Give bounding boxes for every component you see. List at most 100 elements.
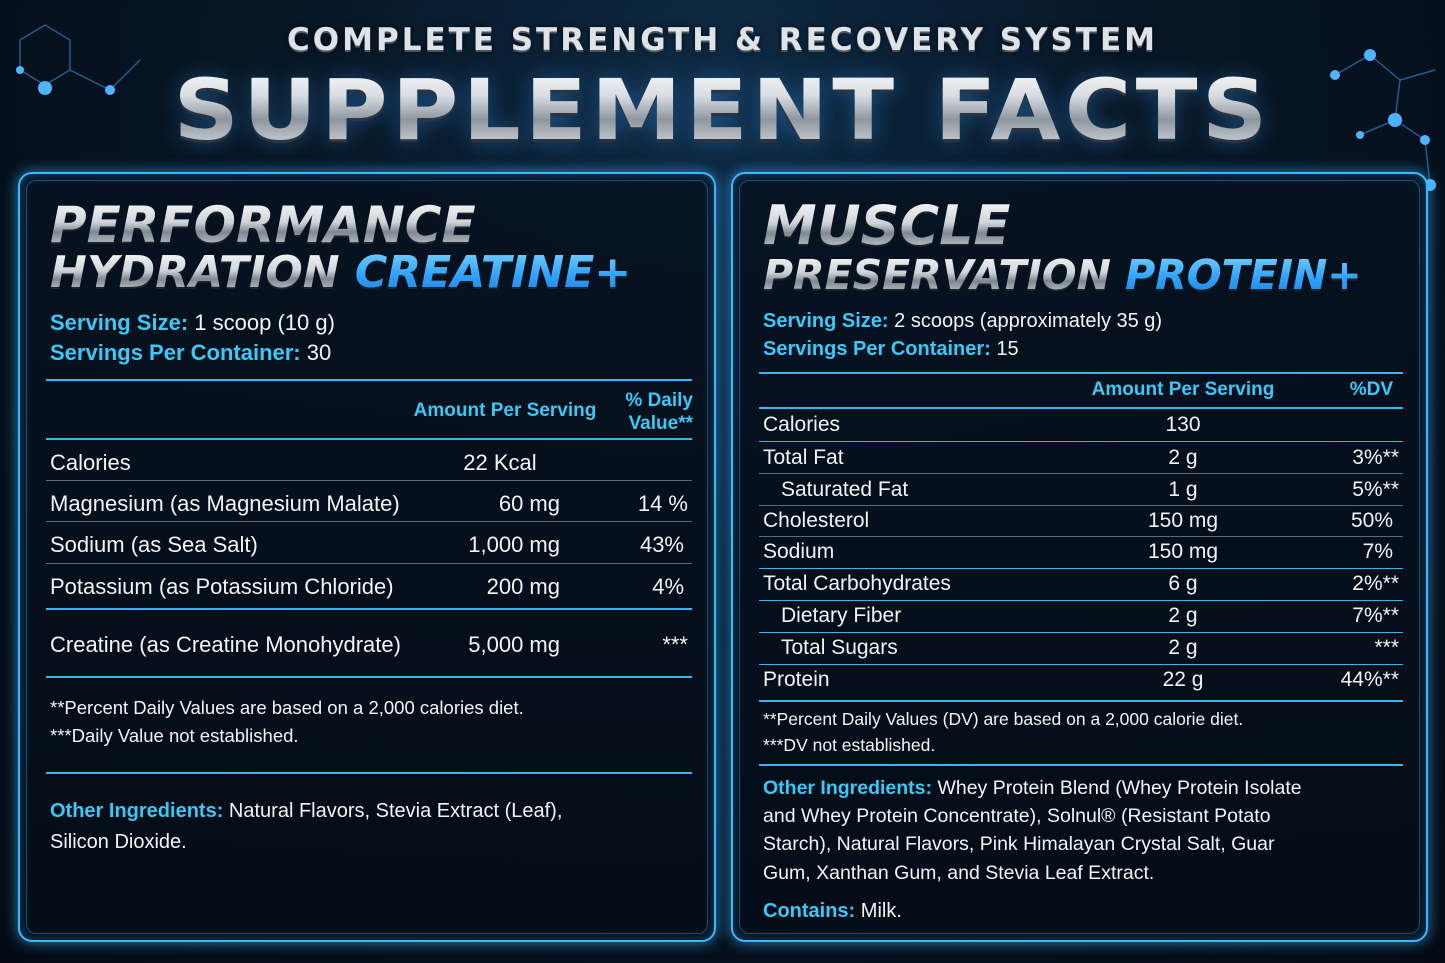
right-other-ingredients: Other Ingredients: Whey Protein Blend (W…: [763, 777, 1302, 800]
servings-value: 30: [306, 340, 332, 365]
left-servings-per-container: Servings Per Container: 30: [50, 340, 331, 366]
other-ingredients-text: Whey Protein Blend (Whey Protein Isolate: [937, 777, 1302, 799]
servings-label: Servings Per Container:: [50, 340, 301, 365]
left-row-name: Potassium (as Potassium Chloride): [50, 574, 394, 599]
left-row-amount: 60 mg: [498, 491, 560, 516]
servings-value: 15: [996, 338, 1019, 360]
right-row-name: Total Sugars: [781, 636, 898, 659]
row-divider: [759, 568, 1403, 569]
right-row-amount: 2 g: [1168, 446, 1198, 469]
row-divider: [46, 521, 692, 522]
row-divider: [46, 563, 692, 564]
other-ingredients-label: Other Ingredients:: [50, 800, 224, 822]
right-servings-per-container: Servings Per Container: 15: [763, 338, 1019, 361]
left-row-dv: 14 %: [637, 491, 688, 516]
row-divider: [759, 632, 1403, 633]
right-row-dv: 50%: [1350, 509, 1393, 532]
right-row-amount: 22 g: [1162, 668, 1204, 691]
right-title-line2: PRESERVATION PROTEIN+: [763, 250, 1362, 300]
left-footnote-1: **Percent Daily Values are based on a 2,…: [50, 697, 524, 718]
row-divider: [759, 441, 1403, 442]
right-row-dv: 7%**: [1352, 604, 1399, 627]
right-row-dv: ***: [1374, 636, 1399, 659]
servings-label: Servings Per Container:: [763, 338, 991, 360]
right-row-amount: 2 g: [1168, 604, 1198, 627]
row-divider: [759, 536, 1403, 537]
right-footnote-2: ***DV not established.: [763, 735, 936, 755]
right-row-dv: 3%**: [1352, 446, 1399, 469]
right-serving-size: Serving Size: 2 scoops (approximately 35…: [763, 310, 1162, 333]
serving-size-value: 1 scoop (10 g): [194, 310, 335, 335]
left-row-name: Creatine (as Creatine Monohydrate): [50, 632, 401, 657]
creatine-facts-panel: PERFORMANCE HYDRATION CREATINE+ Serving …: [18, 172, 716, 942]
other-ingredients-label: Other Ingredients:: [763, 777, 933, 799]
left-title-line1: PERFORMANCE: [50, 196, 476, 254]
row-divider: [759, 664, 1403, 665]
right-row-name: Calories: [763, 413, 841, 436]
row-divider: [46, 480, 692, 481]
divider: [759, 372, 1403, 374]
left-other-ingredients-line2: Silicon Dioxide.: [50, 831, 187, 853]
serving-size-label: Serving Size:: [50, 310, 189, 335]
page-header: COMPLETE STRENGTH & RECOVERY SYSTEM SUPP…: [0, 18, 1445, 158]
right-title-word: PRESERVATION: [763, 251, 1111, 299]
right-row-amount: 150 mg: [1147, 540, 1219, 563]
left-row-name: Calories: [50, 450, 131, 475]
right-row-amount: 130: [1165, 413, 1201, 436]
left-footnote-2: ***Daily Value not established.: [50, 725, 299, 746]
right-title-accent: PROTEIN+: [1125, 251, 1362, 299]
right-col-amount: Amount Per Serving: [1091, 379, 1275, 400]
left-title-word: HYDRATION: [50, 247, 340, 298]
row-divider: [759, 473, 1403, 474]
divider: [759, 407, 1403, 409]
right-row-name: Protein: [763, 668, 830, 691]
right-row-dv: 44%**: [1340, 668, 1399, 691]
left-row-dv: 4%: [652, 574, 684, 599]
right-row-amount: 150 mg: [1147, 509, 1219, 532]
right-row-amount: 6 g: [1168, 572, 1198, 595]
left-row-name: Sodium (as Sea Salt): [50, 532, 258, 557]
left-row-name: Magnesium (as Magnesium Malate): [50, 491, 400, 516]
right-row-amount: 2 g: [1168, 636, 1198, 659]
left-row-amount: 22 Kcal: [463, 450, 537, 475]
divider: [46, 379, 692, 381]
left-row-dv: ***: [662, 632, 688, 657]
right-title-line1: MUSCLE: [763, 194, 1011, 257]
right-row-name: Sodium: [763, 540, 835, 563]
right-row-name: Total Carbohydrates: [763, 572, 951, 595]
left-title-accent: CREATINE+: [354, 247, 632, 298]
page-title: SUPPLEMENT FACTS: [0, 62, 1445, 158]
divider: [46, 438, 692, 440]
row-divider: [759, 505, 1403, 506]
left-col-dv-1: % Daily: [625, 390, 693, 411]
contains-value: Milk.: [860, 900, 902, 922]
left-serving-size: Serving Size: 1 scoop (10 g): [50, 310, 335, 336]
right-row-dv: 2%**: [1352, 572, 1399, 595]
left-title-line2: HYDRATION CREATINE+: [50, 248, 631, 298]
right-other-ingredients-line4: Gum, Xanthan Gum, and Stevia Leaf Extrac…: [763, 862, 1155, 884]
right-other-ingredients-line2: and Whey Protein Concentrate), Solnul® (…: [763, 805, 1271, 827]
right-footnote-1: **Percent Daily Values (DV) are based on…: [763, 709, 1244, 729]
right-row-amount: 1 g: [1168, 478, 1198, 501]
right-row-name: Saturated Fat: [781, 478, 909, 501]
row-divider: [759, 600, 1403, 601]
right-contains: Contains: Milk.: [763, 900, 902, 923]
right-row-name: Dietary Fiber: [781, 604, 902, 627]
right-row-name: Total Fat: [763, 446, 844, 469]
right-row-name: Cholesterol: [763, 509, 870, 532]
right-col-dv: %DV: [1349, 379, 1393, 400]
left-col-amount: Amount Per Serving: [413, 400, 597, 421]
divider: [759, 764, 1403, 766]
protein-facts-panel: MUSCLE PRESERVATION PROTEIN+ Serving Siz…: [731, 172, 1428, 942]
divider: [46, 608, 692, 610]
divider: [46, 676, 692, 678]
right-row-dv: 7%: [1362, 540, 1393, 563]
serving-size-label: Serving Size:: [763, 310, 889, 332]
serving-size-value: 2 scoops (approximately 35 g): [894, 310, 1163, 332]
other-ingredients-text: Natural Flavors, Stevia Extract (Leaf),: [228, 800, 563, 822]
divider: [759, 700, 1403, 702]
left-row-dv: 43%: [639, 532, 684, 557]
left-row-amount: 5,000 mg: [468, 632, 560, 657]
right-row-dv: 5%**: [1352, 478, 1399, 501]
divider: [46, 772, 692, 774]
